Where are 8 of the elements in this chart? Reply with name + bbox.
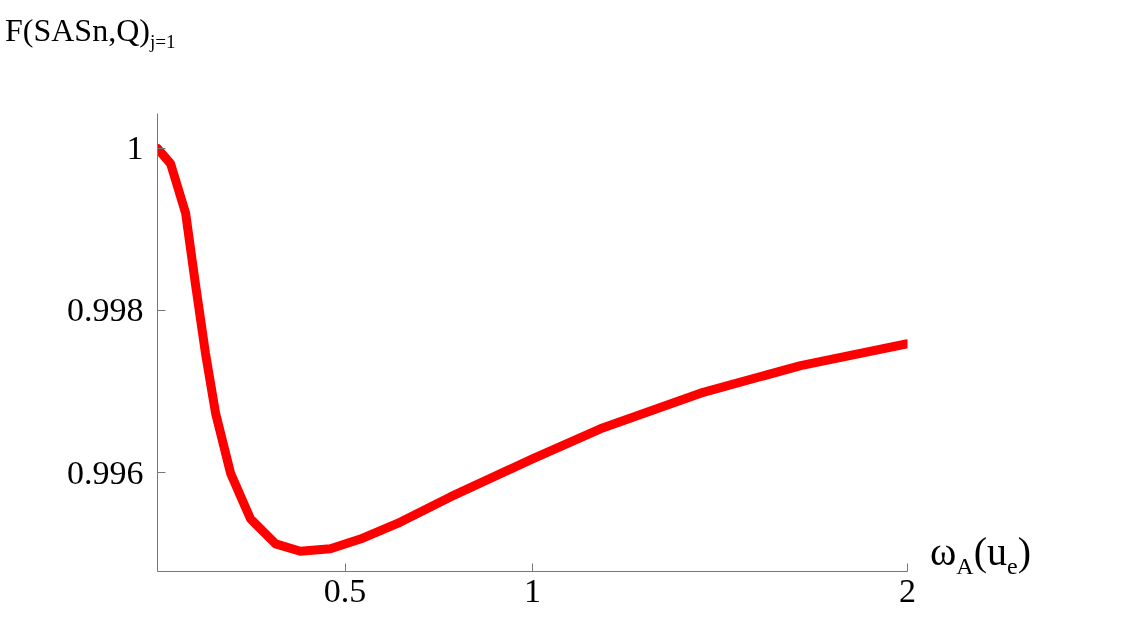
y-tick-label: 1 <box>126 129 144 167</box>
y-tick-label: 0.998 <box>67 291 144 329</box>
x-axis-title: ω$_{A}$(u$_{e}$) <box>930 528 1031 581</box>
x-tick-label: 2 <box>899 571 916 609</box>
y-axis-title: F(SASn,Q)$_{j=1}$ <box>5 11 176 55</box>
x-tick-label: 1 <box>524 571 541 609</box>
x-tick-label: 0.5 <box>323 571 367 609</box>
y-tick-label: 0.996 <box>67 453 144 491</box>
